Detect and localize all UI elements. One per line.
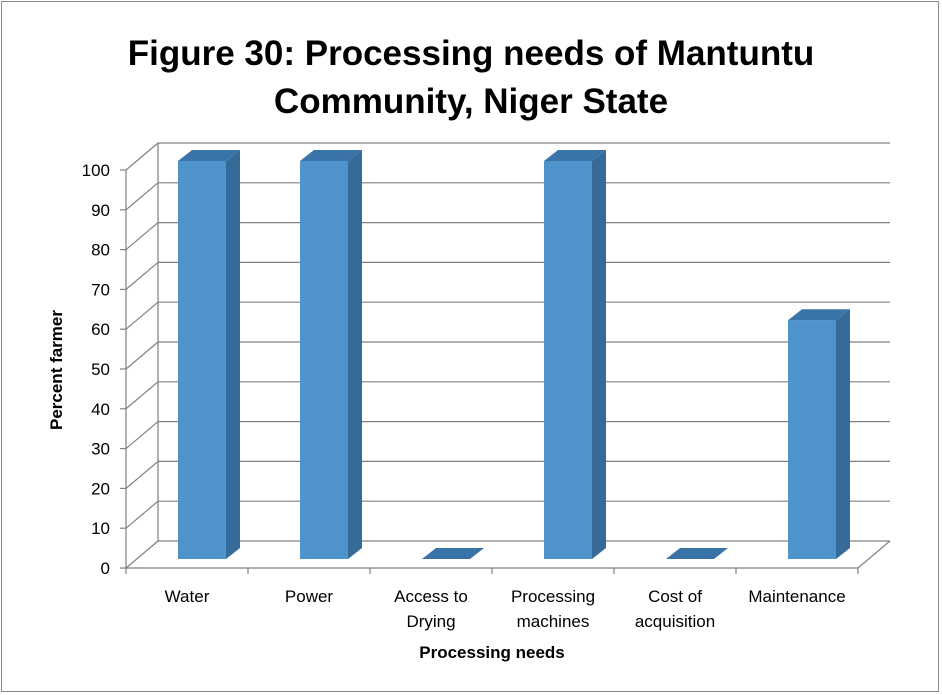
y-tick-label-50: 50 xyxy=(91,360,110,379)
gridline-depth-10 xyxy=(125,500,159,529)
bar-power xyxy=(300,161,348,559)
gridline-depth-0 xyxy=(125,540,159,569)
floor-right-edge xyxy=(857,540,891,569)
bar-maintenance-top xyxy=(788,309,850,321)
x-tick-label: Access to xyxy=(394,587,468,606)
y-tick-label-20: 20 xyxy=(91,479,110,498)
x-tick-label: Processing xyxy=(511,587,595,606)
chart-title-line-1: Figure 30: Processing needs of Mantuntu xyxy=(127,34,815,73)
y-tick-label-100: 100 xyxy=(82,161,110,180)
x-tick-label: machines xyxy=(517,612,590,631)
y-tick-label-80: 80 xyxy=(91,241,110,260)
y-tick-label-10: 10 xyxy=(91,519,110,538)
x-tick-label: Power xyxy=(285,587,334,606)
gridline-depth-80 xyxy=(125,222,159,251)
bar-maintenance-side xyxy=(836,309,850,559)
y-axis-label: Percent farmer xyxy=(47,309,66,431)
bar-power-side xyxy=(348,150,362,559)
y-tick-label-0: 0 xyxy=(101,559,110,578)
gridline-depth-60 xyxy=(125,301,159,330)
y-tick-label-30: 30 xyxy=(91,440,110,459)
bar-cost-of-acquisition-top xyxy=(666,548,728,559)
gridline-depth-70 xyxy=(125,261,159,290)
gridline-depth-20 xyxy=(125,460,159,489)
chart-title: Figure 30: Processing needs of Mantuntu … xyxy=(0,30,942,126)
bar-water xyxy=(178,161,226,559)
bar-water-top xyxy=(178,150,240,161)
gridline-depth-30 xyxy=(125,421,159,450)
y-tick-label-60: 60 xyxy=(91,320,110,339)
chart-title-line-2: Community, Niger State xyxy=(273,82,669,121)
gridline-depth-50 xyxy=(125,341,159,370)
y-tick-label-70: 70 xyxy=(91,280,110,299)
gridline-depth-90 xyxy=(125,182,159,211)
bar-power-top xyxy=(300,150,362,161)
x-tick-label: acquisition xyxy=(635,612,715,631)
bar-access-to-drying-top xyxy=(422,548,484,559)
bar-processing-machines-side xyxy=(592,150,606,559)
y-tick-label-40: 40 xyxy=(91,400,110,419)
bar-processing-machines-top xyxy=(544,150,606,161)
bar-water-side xyxy=(226,150,240,559)
bar-maintenance xyxy=(788,320,836,559)
x-axis-label: Processing needs xyxy=(419,643,565,662)
x-tick-label: Cost of xyxy=(648,587,702,606)
x-tick-label: Maintenance xyxy=(748,587,845,606)
y-tick-label-90: 90 xyxy=(91,201,110,220)
x-tick-label: Water xyxy=(165,587,210,606)
bar-processing-machines xyxy=(544,161,592,559)
gridline-depth-100 xyxy=(125,142,159,171)
x-tick-label: Drying xyxy=(406,612,455,631)
gridline-depth-40 xyxy=(125,381,159,410)
